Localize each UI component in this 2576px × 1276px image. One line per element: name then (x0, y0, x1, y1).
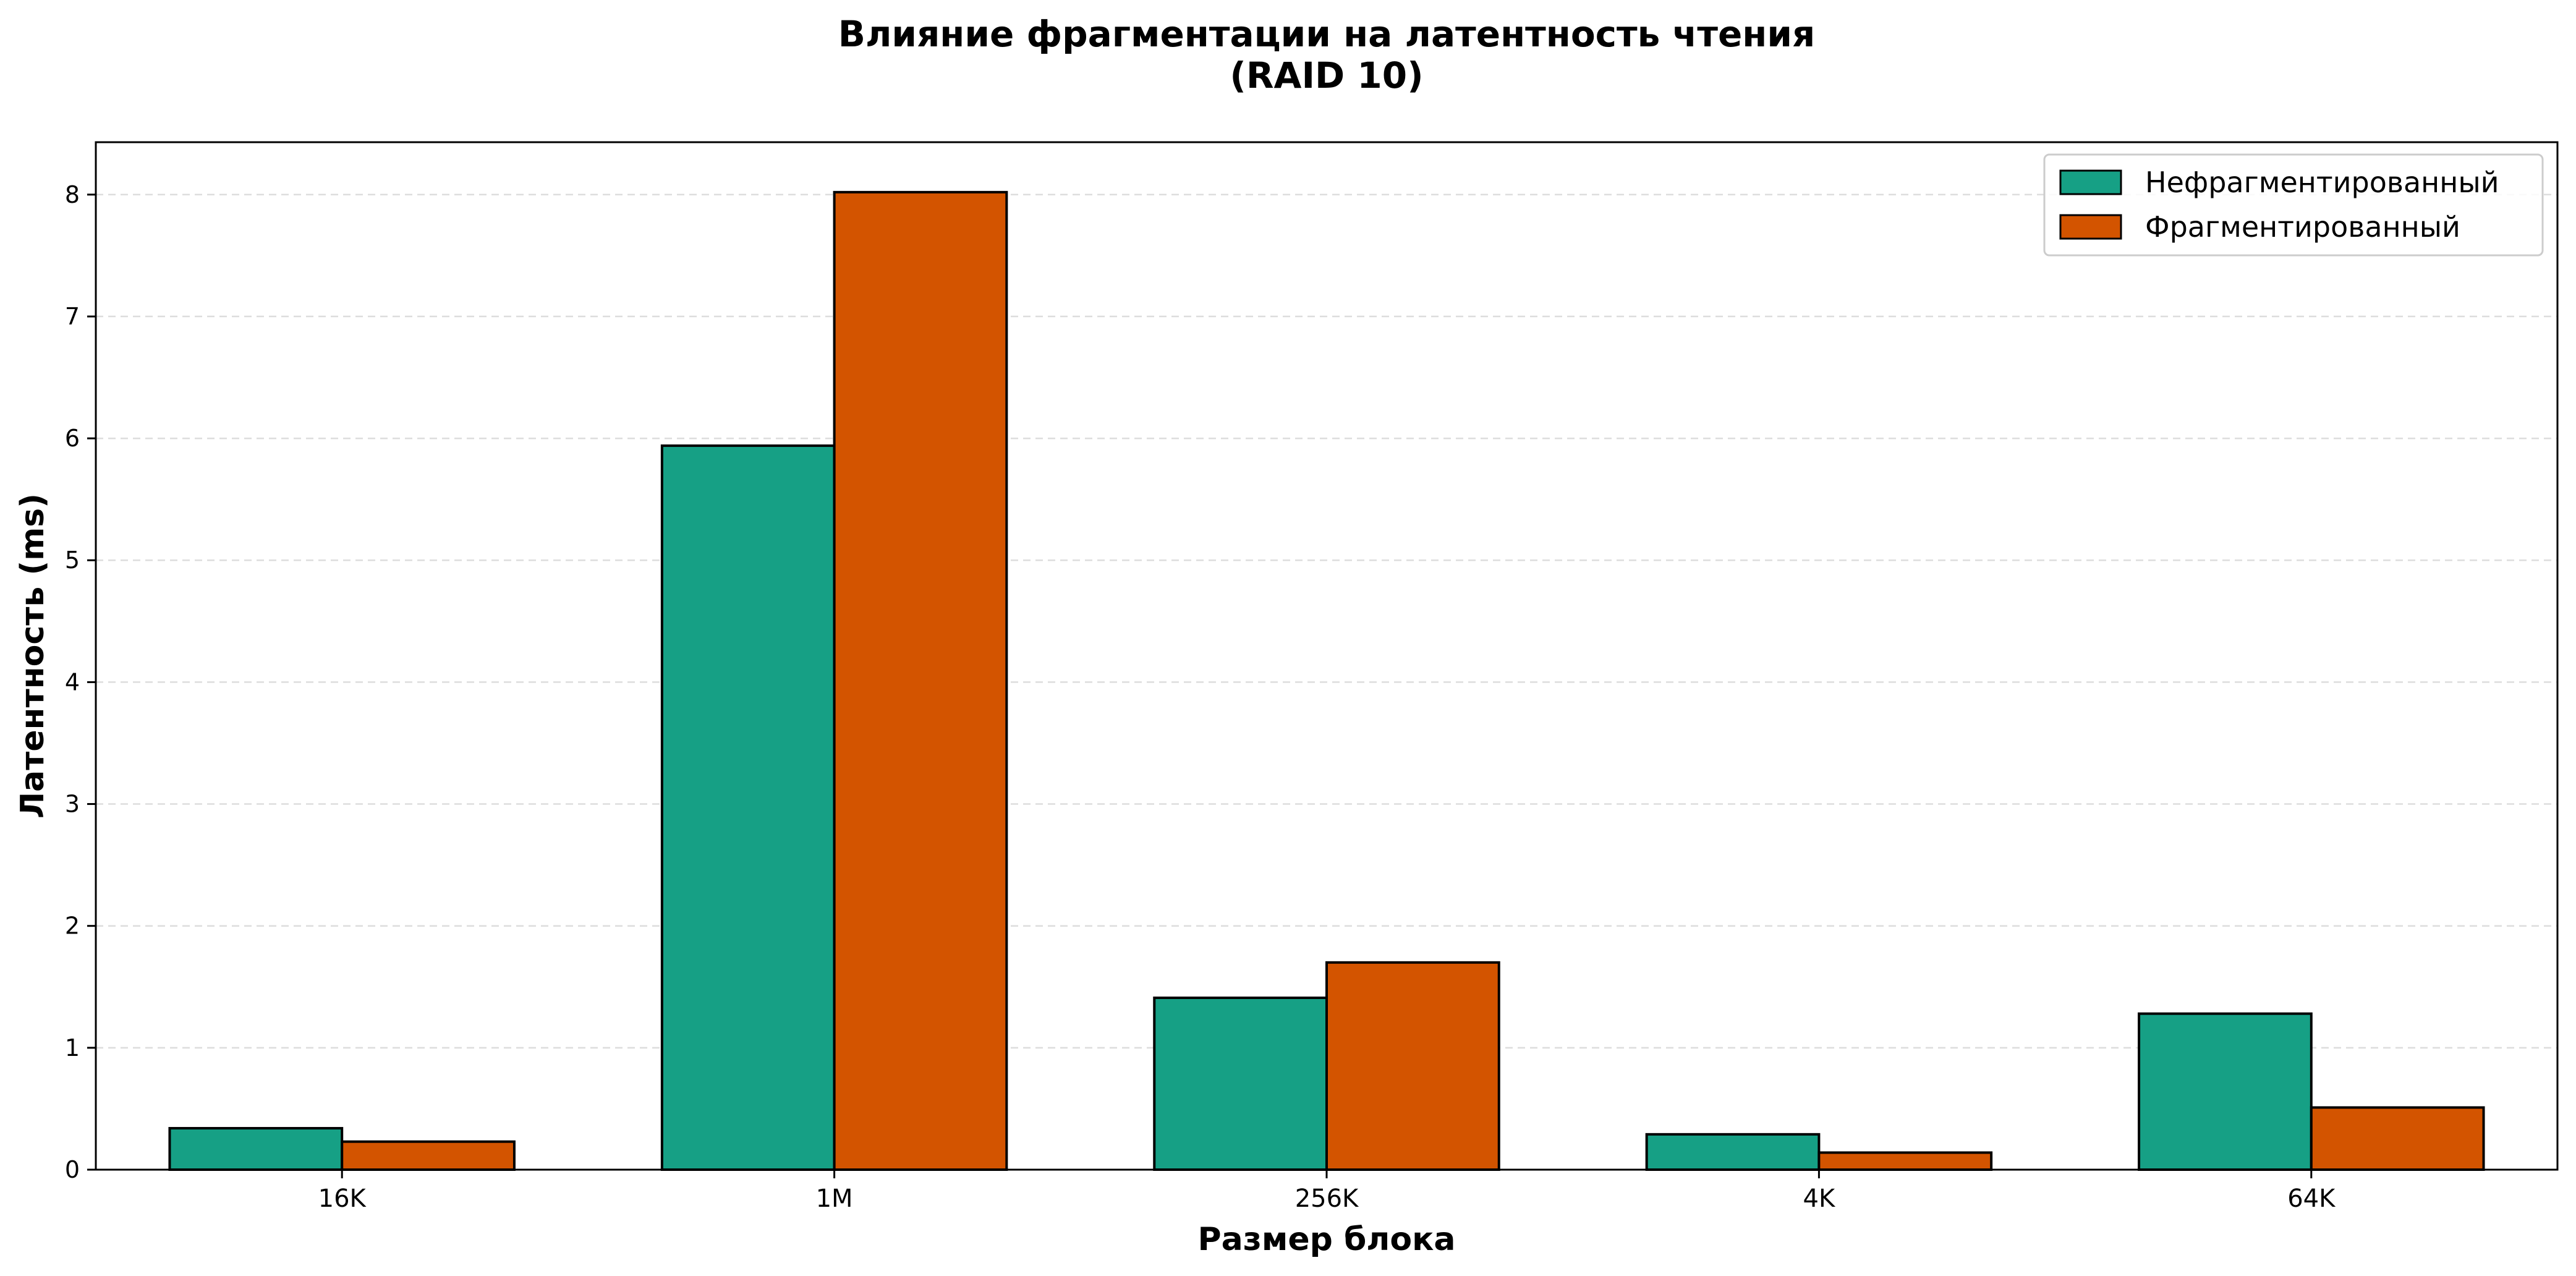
legend: Нефрагментированный Фрагментированный (2043, 153, 2544, 257)
legend-label-unfragmented: Нефрагментированный (2145, 166, 2499, 199)
y-tick-label: 4 (65, 668, 80, 695)
y-tick-label: 8 (65, 181, 80, 208)
chart-title: Влияние фрагментации на латентность чтен… (838, 13, 1816, 55)
grid-lines (96, 194, 2557, 1049)
bar-fragmented-16K (341, 1140, 516, 1171)
y-tick-label: 0 (65, 1156, 80, 1183)
bar-fragmented-256K (1325, 961, 1500, 1171)
y-tick-label: 6 (65, 425, 80, 452)
legend-label-fragmented: Фрагментированный (2145, 210, 2460, 244)
x-tick-label: 16K (318, 1185, 367, 1213)
y-tick-label: 3 (65, 791, 80, 818)
bar-fragmented-64K (2310, 1106, 2485, 1171)
y-tick-label: 7 (65, 303, 80, 330)
bar-unfragmented-1M (660, 444, 836, 1171)
y-axis-label: Латентность (ms) (14, 493, 51, 819)
chart-subtitle: (RAID 10) (1230, 54, 1423, 96)
x-tick-label: 256K (1295, 1185, 1359, 1213)
y-tick-label: 2 (65, 912, 80, 940)
y-tick-label: 1 (65, 1034, 80, 1061)
x-tick-label: 1M (816, 1185, 853, 1213)
legend-swatch-unfragmented (2059, 169, 2122, 195)
bar-unfragmented-256K (1153, 997, 1328, 1172)
legend-swatch-fragmented (2059, 214, 2122, 240)
x-axis: 16K 1M 256K 4K 64K (318, 1170, 2336, 1213)
y-axis: 0 1 2 3 4 5 6 7 8 (65, 181, 96, 1183)
bar-unfragmented-16K (168, 1126, 344, 1172)
y-tick-label: 5 (65, 547, 80, 574)
bar-unfragmented-64K (2138, 1012, 2313, 1172)
bar-fragmented-4K (1817, 1151, 1993, 1171)
bars (168, 190, 2485, 1172)
legend-frame (2043, 153, 2544, 257)
bar-fragmented-1M (833, 190, 1008, 1171)
x-tick-label: 4K (1803, 1185, 1836, 1213)
x-tick-label: 64K (2287, 1185, 2336, 1213)
x-axis-label: Размер блока (1197, 1221, 1455, 1258)
bar-unfragmented-4K (1645, 1133, 1821, 1172)
